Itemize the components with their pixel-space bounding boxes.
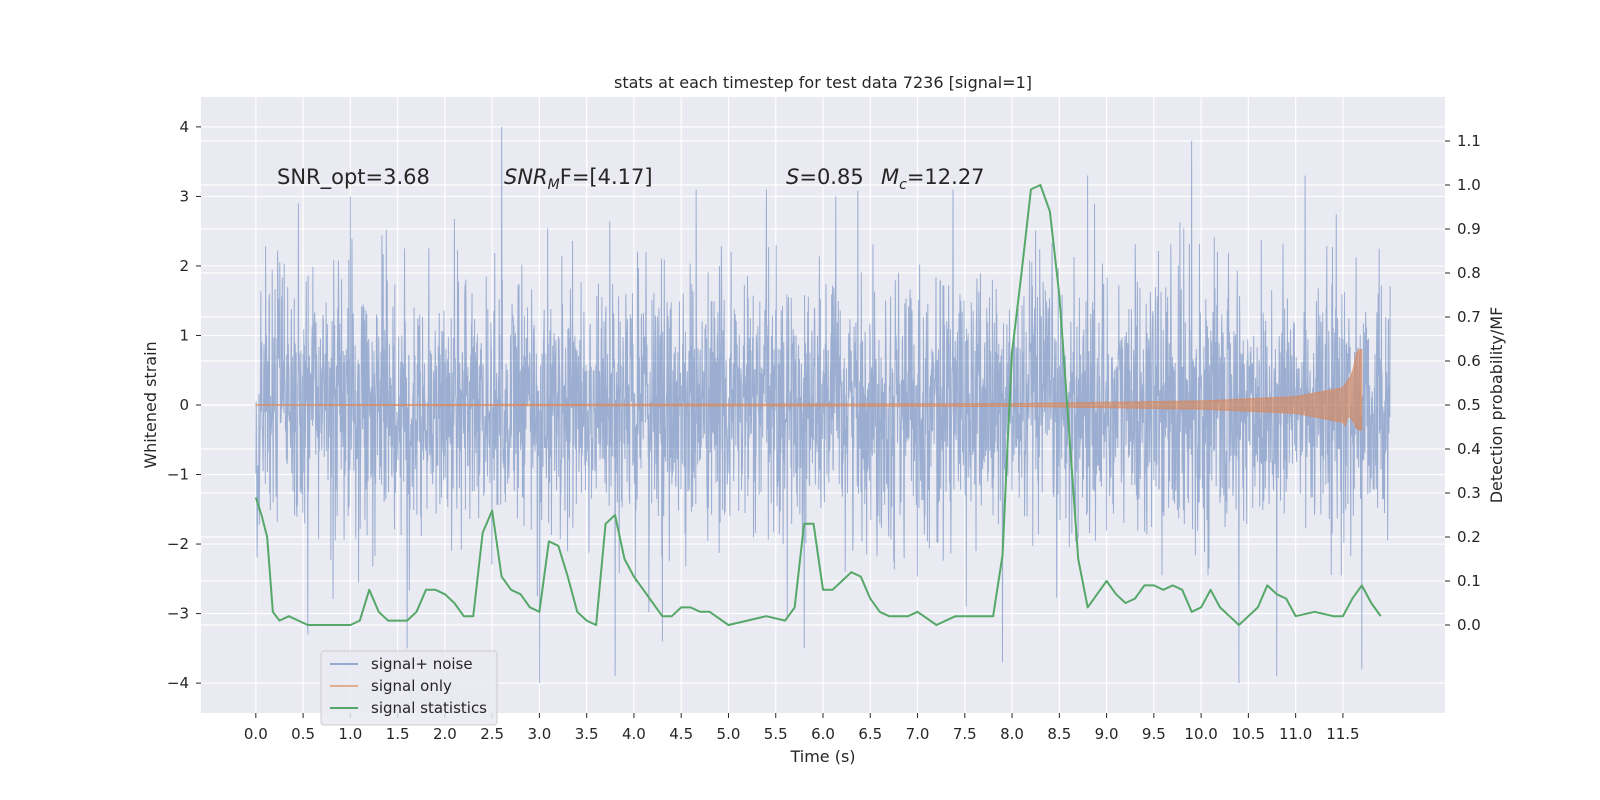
x-tick-label: 11.0 (1279, 725, 1312, 743)
y-left-tick-label: 3 (179, 187, 189, 205)
x-tick-label: 0.5 (291, 725, 315, 743)
s-value: =0.85 (799, 165, 863, 189)
annotation-snr-mf: SNRMF=[4.17] (504, 165, 653, 193)
y-right-tick-label: 0.5 (1457, 396, 1481, 414)
x-tick-label: 7.0 (906, 725, 930, 743)
x-tick-label: 4.0 (622, 725, 646, 743)
s-symbol: S (786, 165, 799, 189)
snr-mf-value: F=[4.17] (560, 165, 653, 189)
y-right-tick-label: 0.6 (1457, 352, 1481, 370)
series-signal-only (255, 348, 1363, 431)
x-tick-label: 2.5 (480, 725, 504, 743)
legend-label-signal-only: signal only (371, 677, 452, 695)
series-signal-statistics (254, 184, 1382, 626)
y-left-tick-label: 1 (179, 326, 189, 344)
y-right-tick-label: 0.4 (1457, 440, 1481, 458)
x-tick-label: 8.0 (1000, 725, 1024, 743)
y-right-tick-label: 0.8 (1457, 264, 1481, 282)
x-tick-label: 0.0 (244, 725, 268, 743)
y-axis-left-label: Whitened strain (141, 341, 160, 468)
legend-label-signal-statistics: signal statistics (371, 699, 487, 717)
chart-title: stats at each timestep for test data 723… (614, 73, 1032, 92)
snr-mf-subscript: M (548, 177, 560, 193)
x-tick-label: 3.5 (575, 725, 599, 743)
x-tick-label: 4.5 (669, 725, 693, 743)
legend-label-signal-noise: signal+ noise (371, 655, 473, 673)
x-tick-label: 10.5 (1232, 725, 1265, 743)
y-axis-left-ticks: 4 3 2 1 0 −1 −2 −3 −4 (167, 118, 201, 692)
y-right-tick-label: 0.7 (1457, 308, 1481, 326)
x-tick-label: 3.0 (527, 725, 551, 743)
mc-subscript: c (899, 177, 907, 193)
mc-value: =12.27 (907, 165, 985, 189)
y-right-tick-label: 0.3 (1457, 484, 1481, 502)
annotations: SNR_opt=3.68 SNRMF=[4.17] S=0.85 Mc=12.2… (277, 165, 985, 193)
y-axis-right-ticks: 1.1 1.0 0.9 0.8 0.7 0.6 0.5 0.4 0.3 0.2 0.1 0.0 (1445, 132, 1481, 634)
x-tick-label: 7.5 (953, 725, 977, 743)
legend-box (320, 650, 498, 726)
series-signal-noise (255, 126, 1391, 684)
y-axis-right-label: Detection probability/MF (1487, 307, 1506, 504)
y-left-tick-label: 2 (179, 257, 189, 275)
y-left-tick-label: −4 (167, 674, 189, 692)
x-tick-label: 10.0 (1184, 725, 1217, 743)
y-left-tick-label: 4 (179, 118, 189, 136)
y-right-tick-label: 1.1 (1457, 132, 1481, 150)
x-tick-label: 9.5 (1142, 725, 1166, 743)
x-axis-ticks: 0.0 0.5 1.0 1.5 2.0 2.5 3.0 3.5 4.0 4.5 5.0 5.5 6.0 6… (244, 713, 1360, 743)
x-tick-label: 8.5 (1047, 725, 1071, 743)
y-right-tick-label: 0.2 (1457, 528, 1481, 546)
mc-symbol: M (881, 165, 899, 189)
x-tick-label: 6.5 (858, 725, 882, 743)
legend: signal+ noise signal only signal statist… (320, 650, 498, 726)
x-tick-label: 11.5 (1326, 725, 1359, 743)
y-left-tick-label: 0 (179, 396, 189, 414)
annotation-snr-opt: SNR_opt=3.68 (277, 165, 430, 190)
x-tick-label: 5.5 (764, 725, 788, 743)
y-right-tick-label: 0.1 (1457, 572, 1481, 590)
x-tick-label: 1.0 (338, 725, 362, 743)
y-right-tick-label: 0.9 (1457, 220, 1481, 238)
x-tick-label: 5.0 (717, 725, 741, 743)
annotation-mc: Mc=12.27 (881, 165, 985, 193)
y-left-tick-label: −2 (167, 535, 189, 553)
x-tick-label: 2.0 (433, 725, 457, 743)
x-tick-label: 6.0 (811, 725, 835, 743)
y-right-tick-label: 1.0 (1457, 176, 1481, 194)
x-axis-label: Time (s) (789, 747, 855, 766)
y-left-tick-label: −1 (167, 466, 189, 484)
signal-only-line (255, 348, 1363, 431)
y-right-tick-label: 0.0 (1457, 616, 1481, 634)
x-tick-label: 9.0 (1095, 725, 1119, 743)
signal-noise-line (255, 126, 1391, 684)
y-left-tick-label: −3 (167, 605, 189, 623)
signal-statistics-line (254, 184, 1382, 626)
x-tick-label: 1.5 (386, 725, 410, 743)
snr-mf-symbol: SNR (504, 165, 548, 189)
annotation-s: S=0.85 (786, 165, 864, 189)
